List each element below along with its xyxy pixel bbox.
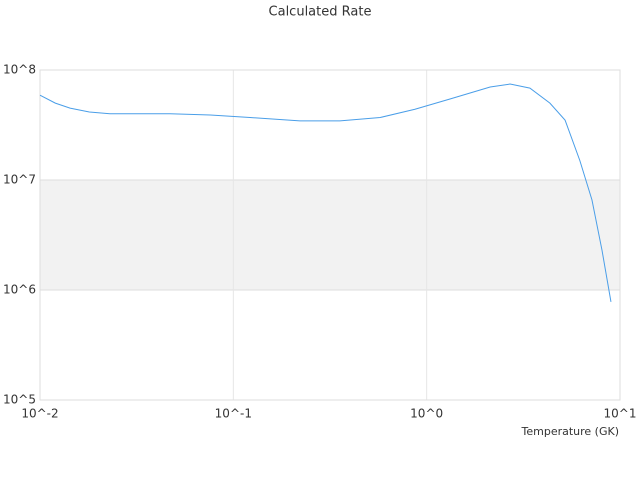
x-tick-label: 10^0	[410, 407, 443, 421]
y-tick-label: 10^7	[3, 173, 36, 187]
line-series	[39, 83, 612, 302]
y-tick-label: 10^8	[3, 63, 36, 77]
y-tick-label: 10^5	[3, 393, 36, 407]
x-axis-label: Temperature (GK)	[521, 425, 620, 438]
x-tick-label: 10^1	[604, 407, 637, 421]
y-tick-label: 10^6	[3, 283, 36, 297]
plot-border	[39, 69, 621, 401]
x-tick-label: 10^-1	[215, 407, 252, 421]
x-tick-label: 10^-2	[21, 407, 58, 421]
chart-title: Calculated Rate	[269, 5, 372, 20]
grid-band	[40, 180, 620, 290]
